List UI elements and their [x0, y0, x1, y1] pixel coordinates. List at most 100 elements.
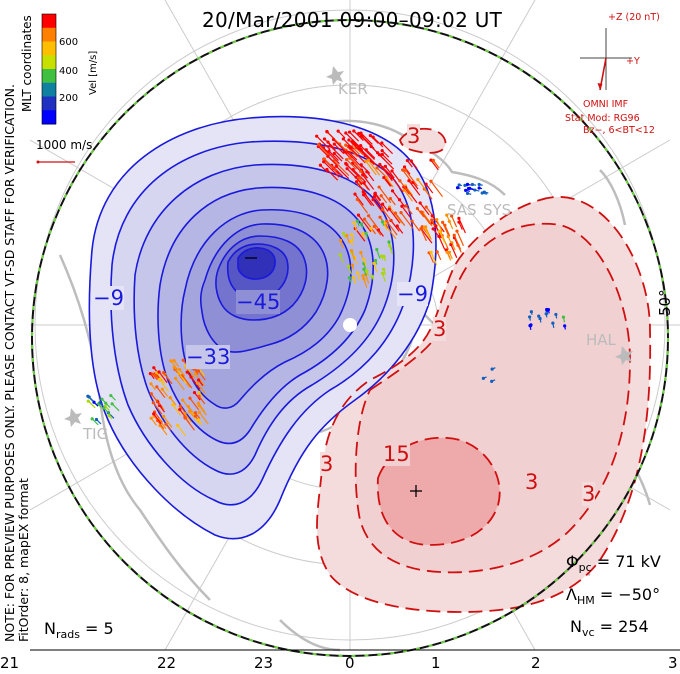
colorbar-segment [42, 110, 56, 125]
velocity-vector [438, 236, 446, 250]
velocity-vector-origin [336, 129, 340, 133]
velocity-vector-origin [347, 276, 352, 280]
velocity-vector-origin [149, 382, 153, 386]
velocity-vector [367, 159, 381, 176]
velocity-vector-origin [368, 133, 372, 138]
velocity-vector-origin [162, 371, 166, 375]
nvc-subscript: vc [581, 626, 595, 640]
velocity-vector [425, 183, 434, 194]
contour-label-pos-1: 3 [407, 124, 421, 148]
velocity-vector-origin [380, 220, 385, 224]
velocity-vector-origin [364, 159, 368, 163]
velocity-vector-origin [354, 175, 358, 179]
velocity-vector-origin [430, 218, 434, 222]
imf-y-label: +Y [626, 56, 640, 67]
velocity-vector-origin [464, 188, 468, 192]
imf-dial [580, 28, 632, 91]
stat-model-label: Stat Mod: RG96 [565, 113, 640, 124]
velocity-vector-origin [376, 228, 381, 232]
velocity-vector [389, 206, 403, 224]
velocity-vector-origin [387, 244, 392, 248]
radar-count: Nrads = 5 [44, 619, 114, 641]
colorbar-segment [42, 14, 56, 29]
velocity-vector-origin [377, 185, 381, 189]
velocity-vector [403, 189, 414, 202]
velocity-vector-origin [424, 225, 428, 229]
velocity-vector [417, 179, 429, 194]
velocity-vector-origin [149, 392, 153, 396]
velocity-vector-origin [317, 143, 321, 147]
velocity-vector [382, 208, 393, 222]
velocity-vector-origin [355, 271, 360, 275]
velocity-vector [159, 425, 168, 436]
velocity-vector [425, 226, 432, 240]
velocity-vector-origin [551, 321, 555, 325]
potential-maximum-marker [410, 485, 422, 497]
velocity-vector-origin [157, 403, 162, 408]
velocity-vector-origin [359, 144, 363, 148]
velocity-vector-origin [350, 139, 355, 143]
velocity-vector [430, 180, 444, 198]
velocity-vector-origin [364, 231, 368, 236]
velocity-vector-origin [350, 233, 354, 237]
velocity-vector-origin [445, 250, 449, 254]
velocity-vector-origin [195, 381, 200, 385]
velocity-vector-origin [387, 240, 391, 244]
velocity-vector-origin [181, 358, 185, 362]
velocity-vector [381, 166, 393, 182]
velocity-vector [198, 405, 207, 416]
velocity-vector-origin [354, 180, 359, 184]
velocity-vector [372, 136, 384, 148]
velocity-vector-origin [380, 152, 384, 156]
velocity-vector-origin [382, 267, 386, 272]
mlt-label-1: 1 [431, 654, 441, 672]
mlt-label-2: 2 [531, 654, 541, 672]
velocity-vector-origin [104, 401, 108, 405]
velocity-vector-origin [387, 207, 391, 211]
velocity-vector-origin [162, 414, 166, 418]
velocity-vector-origin [347, 138, 351, 142]
velocity-vector-origin [86, 399, 90, 403]
velocity-vector [352, 169, 367, 183]
velocity-vector [365, 149, 376, 159]
contour-label-neg-4: −9 [397, 282, 428, 306]
velocity-vector [386, 220, 398, 236]
velocity-vector [356, 199, 369, 214]
velocity-vector-origin [563, 324, 567, 328]
velocity-vector-origin [344, 157, 349, 162]
velocity-vector [364, 218, 377, 235]
reference-vector-origin [36, 160, 40, 164]
velocity-vector [335, 165, 350, 180]
velocity-vector [353, 130, 364, 141]
velocity-vector [439, 231, 448, 247]
radar-label-tig: TIG [83, 425, 109, 443]
velocity-vector-origin [434, 224, 438, 228]
velocity-vector [365, 160, 377, 176]
imf-condition-label: Bz−, 6<BT<12 [583, 125, 655, 136]
velocity-vector-origin [197, 404, 201, 408]
velocity-vector-origin [359, 169, 363, 173]
velocity-vector-origin [349, 239, 353, 243]
velocity-vector [170, 360, 179, 371]
velocity-vector [187, 406, 196, 416]
velocity-vector-origin [420, 210, 424, 214]
velocity-vector [333, 160, 350, 177]
velocity-vector-origin [415, 206, 420, 211]
velocity-vector [362, 191, 375, 207]
velocity-vector-origin [168, 396, 172, 400]
velocity-vector-origin [537, 314, 541, 318]
velocity-vector [444, 224, 451, 237]
velocity-vector-origin [155, 385, 159, 389]
cross-polar-potential: Φpc = 71 kV [566, 552, 661, 574]
velocity-vector-origin [457, 216, 461, 220]
velocity-vector [405, 169, 418, 187]
velocity-vector-origin [373, 258, 378, 263]
velocity-vector-origin [449, 242, 453, 247]
velocity-vector [436, 219, 443, 232]
velocity-vector-origin [435, 217, 439, 222]
velocity-vector-origin [157, 370, 161, 374]
velocity-vector-origin [332, 151, 336, 156]
velocity-vector-origin [399, 211, 403, 215]
colorbar-segment [42, 55, 56, 70]
